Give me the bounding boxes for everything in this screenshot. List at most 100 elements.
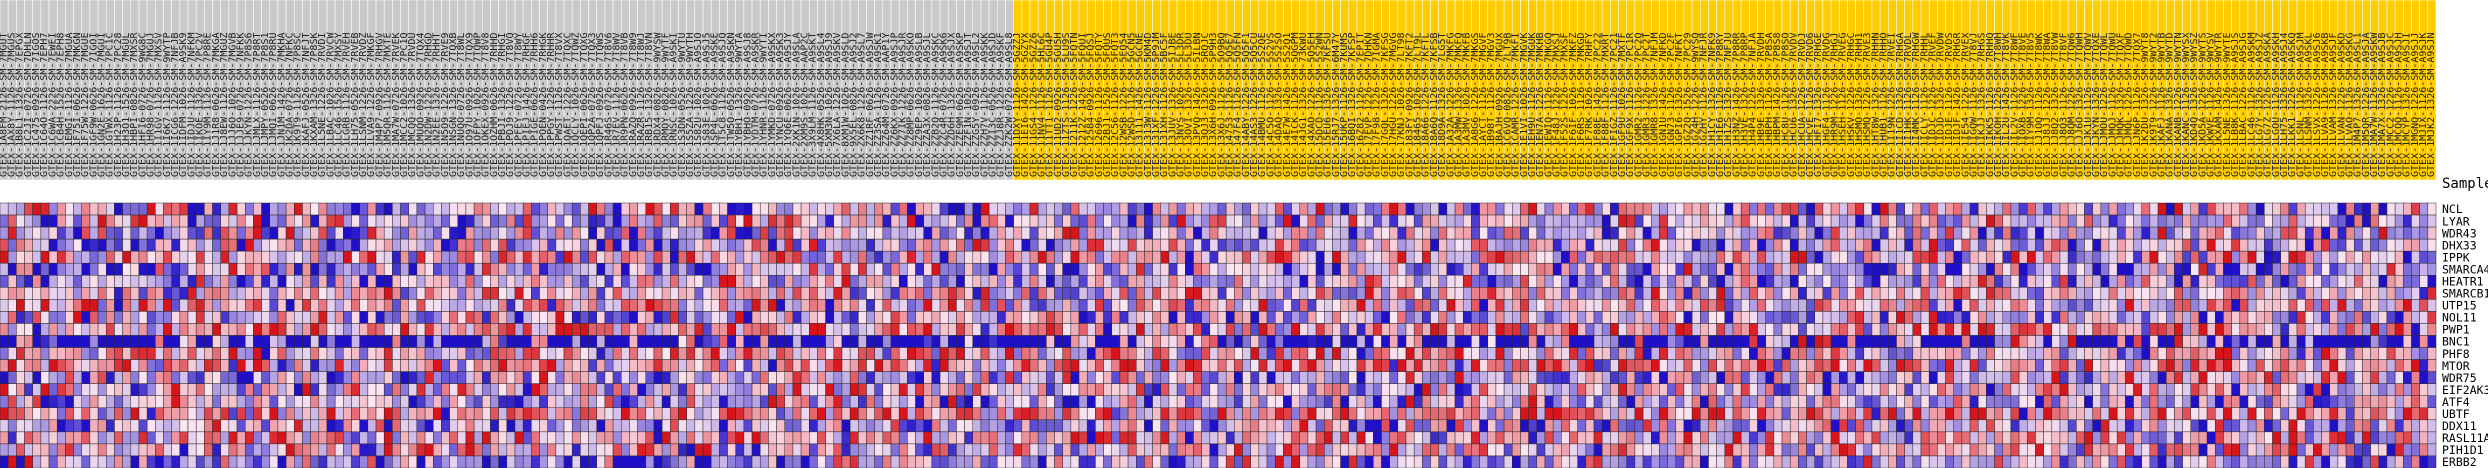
- heatmap-cell: [2018, 226, 2028, 240]
- heatmap-cell: [163, 226, 172, 240]
- heatmap-cell: [1111, 262, 1121, 276]
- heatmap-cell: [473, 299, 483, 312]
- heatmap-cell: [244, 359, 254, 372]
- heatmap-cell: [759, 371, 769, 384]
- heatmap-cell: [2116, 275, 2126, 288]
- heatmap-cell: [2231, 214, 2241, 228]
- heatmap-cell: [1879, 287, 1889, 300]
- heatmap-cell: [2378, 275, 2388, 288]
- heatmap-cell: [1136, 359, 1145, 372]
- heatmap-cell: [1724, 371, 1734, 384]
- heatmap-cell: [367, 275, 377, 288]
- heatmap-cell: [1332, 226, 1341, 240]
- heatmap-cell: [1250, 287, 1260, 300]
- heatmap-cell: [498, 214, 508, 228]
- heatmap-cell: [1896, 250, 1905, 264]
- heatmap-cell: [1054, 250, 1063, 264]
- heatmap-cell: [1904, 311, 1914, 324]
- heatmap-cell: [882, 335, 892, 348]
- heatmap-cell: [1054, 214, 1063, 228]
- heatmap-cell: [621, 359, 630, 372]
- heatmap-cell: [432, 371, 442, 384]
- heatmap-cell: [195, 287, 205, 300]
- heatmap-cell: [1585, 323, 1595, 336]
- heatmap-cell: [1830, 202, 1840, 216]
- heatmap-cell: [1994, 250, 2004, 264]
- heatmap-cell: [138, 275, 148, 288]
- column-label: GTEX-1K9T9-1226-SM-9WYT2: [2148, 33, 2159, 178]
- heatmap-cell: [1765, 299, 1775, 312]
- heatmap-cell: [1503, 202, 1513, 216]
- heatmap-cell: [2174, 275, 2183, 288]
- heatmap-cell: [2304, 226, 2314, 240]
- heatmap-cell: [2337, 323, 2347, 336]
- heatmap-cell: [1291, 287, 1300, 300]
- heatmap-cell: [195, 371, 205, 384]
- heatmap-cell: [2076, 347, 2085, 360]
- heatmap-cell: [1364, 214, 1374, 228]
- heatmap-cell: [1021, 250, 1031, 264]
- heatmap-cell: [48, 323, 58, 336]
- column-label: GTEX-1R7EV-1126-SM-7T8WV: [611, 33, 622, 178]
- heatmap-cell: [2043, 250, 2053, 264]
- heatmap-cell: [1789, 359, 1799, 372]
- heatmap-cell: [735, 359, 745, 372]
- heatmap-cell: [1086, 359, 1096, 372]
- heatmap-cell: [146, 275, 156, 288]
- heatmap-cell: [2182, 275, 2192, 288]
- heatmap-cell: [1274, 323, 1284, 336]
- heatmap-cell: [1193, 275, 1202, 288]
- heatmap-cell: [1111, 371, 1121, 384]
- heatmap-cell: [0, 299, 9, 312]
- heatmap-cell: [1749, 371, 1758, 384]
- heatmap-cell: [1381, 238, 1390, 252]
- column-label: GTEX-1C64O-1126-SM-7EPH7: [39, 32, 50, 177]
- heatmap-cell: [1299, 347, 1309, 360]
- heatmap-cell: [1986, 262, 1995, 276]
- heatmap-cell: [833, 238, 843, 252]
- heatmap-cell: [719, 202, 728, 216]
- heatmap-cell: [2002, 287, 2012, 300]
- heatmap-cell: [1601, 371, 1611, 384]
- heatmap-cell: [1136, 287, 1145, 300]
- heatmap-cell: [138, 238, 148, 252]
- heatmap-cell: [2206, 275, 2216, 288]
- heatmap-cell: [179, 250, 189, 264]
- heatmap-cell: [1732, 214, 1742, 228]
- heatmap-cell: [907, 311, 916, 324]
- heatmap-cell: [343, 202, 352, 216]
- heatmap-cell: [473, 226, 483, 240]
- heatmap-cell: [1724, 262, 1734, 276]
- heatmap-cell: [375, 214, 385, 228]
- heatmap-cell: [490, 323, 499, 336]
- heatmap-cell: [604, 226, 614, 240]
- heatmap-cell: [1234, 371, 1243, 384]
- heatmap-cell: [1871, 299, 1881, 312]
- heatmap-cell: [1307, 287, 1317, 300]
- heatmap-cell: [645, 226, 655, 240]
- heatmap-cell: [1013, 202, 1023, 216]
- heatmap-cell: [1569, 287, 1578, 300]
- heatmap-cell: [1217, 371, 1227, 384]
- heatmap-cell: [1642, 371, 1652, 384]
- heatmap-cell: [2141, 299, 2151, 312]
- heatmap-cell: [1242, 202, 1251, 216]
- heatmap-cell: [1691, 250, 1701, 264]
- heatmap-cell: [32, 275, 42, 288]
- heatmap-cell: [547, 262, 557, 276]
- heatmap-cell: [841, 311, 851, 324]
- heatmap-cell: [1961, 226, 1971, 240]
- heatmap-cell: [719, 323, 728, 336]
- heatmap-cell: [506, 262, 516, 276]
- heatmap-cell: [1879, 311, 1889, 324]
- heatmap-cell: [866, 214, 875, 228]
- heatmap-cell: [1667, 335, 1677, 348]
- heatmap-cell: [1806, 359, 1815, 372]
- heatmap-cell: [1037, 238, 1047, 252]
- heatmap-cell: [727, 347, 736, 360]
- heatmap-cell: [146, 214, 156, 228]
- heatmap-cell: [1250, 335, 1260, 348]
- heatmap-cell: [2165, 250, 2175, 264]
- heatmap-cell: [2027, 299, 2036, 312]
- heatmap-cell: [1969, 262, 1979, 276]
